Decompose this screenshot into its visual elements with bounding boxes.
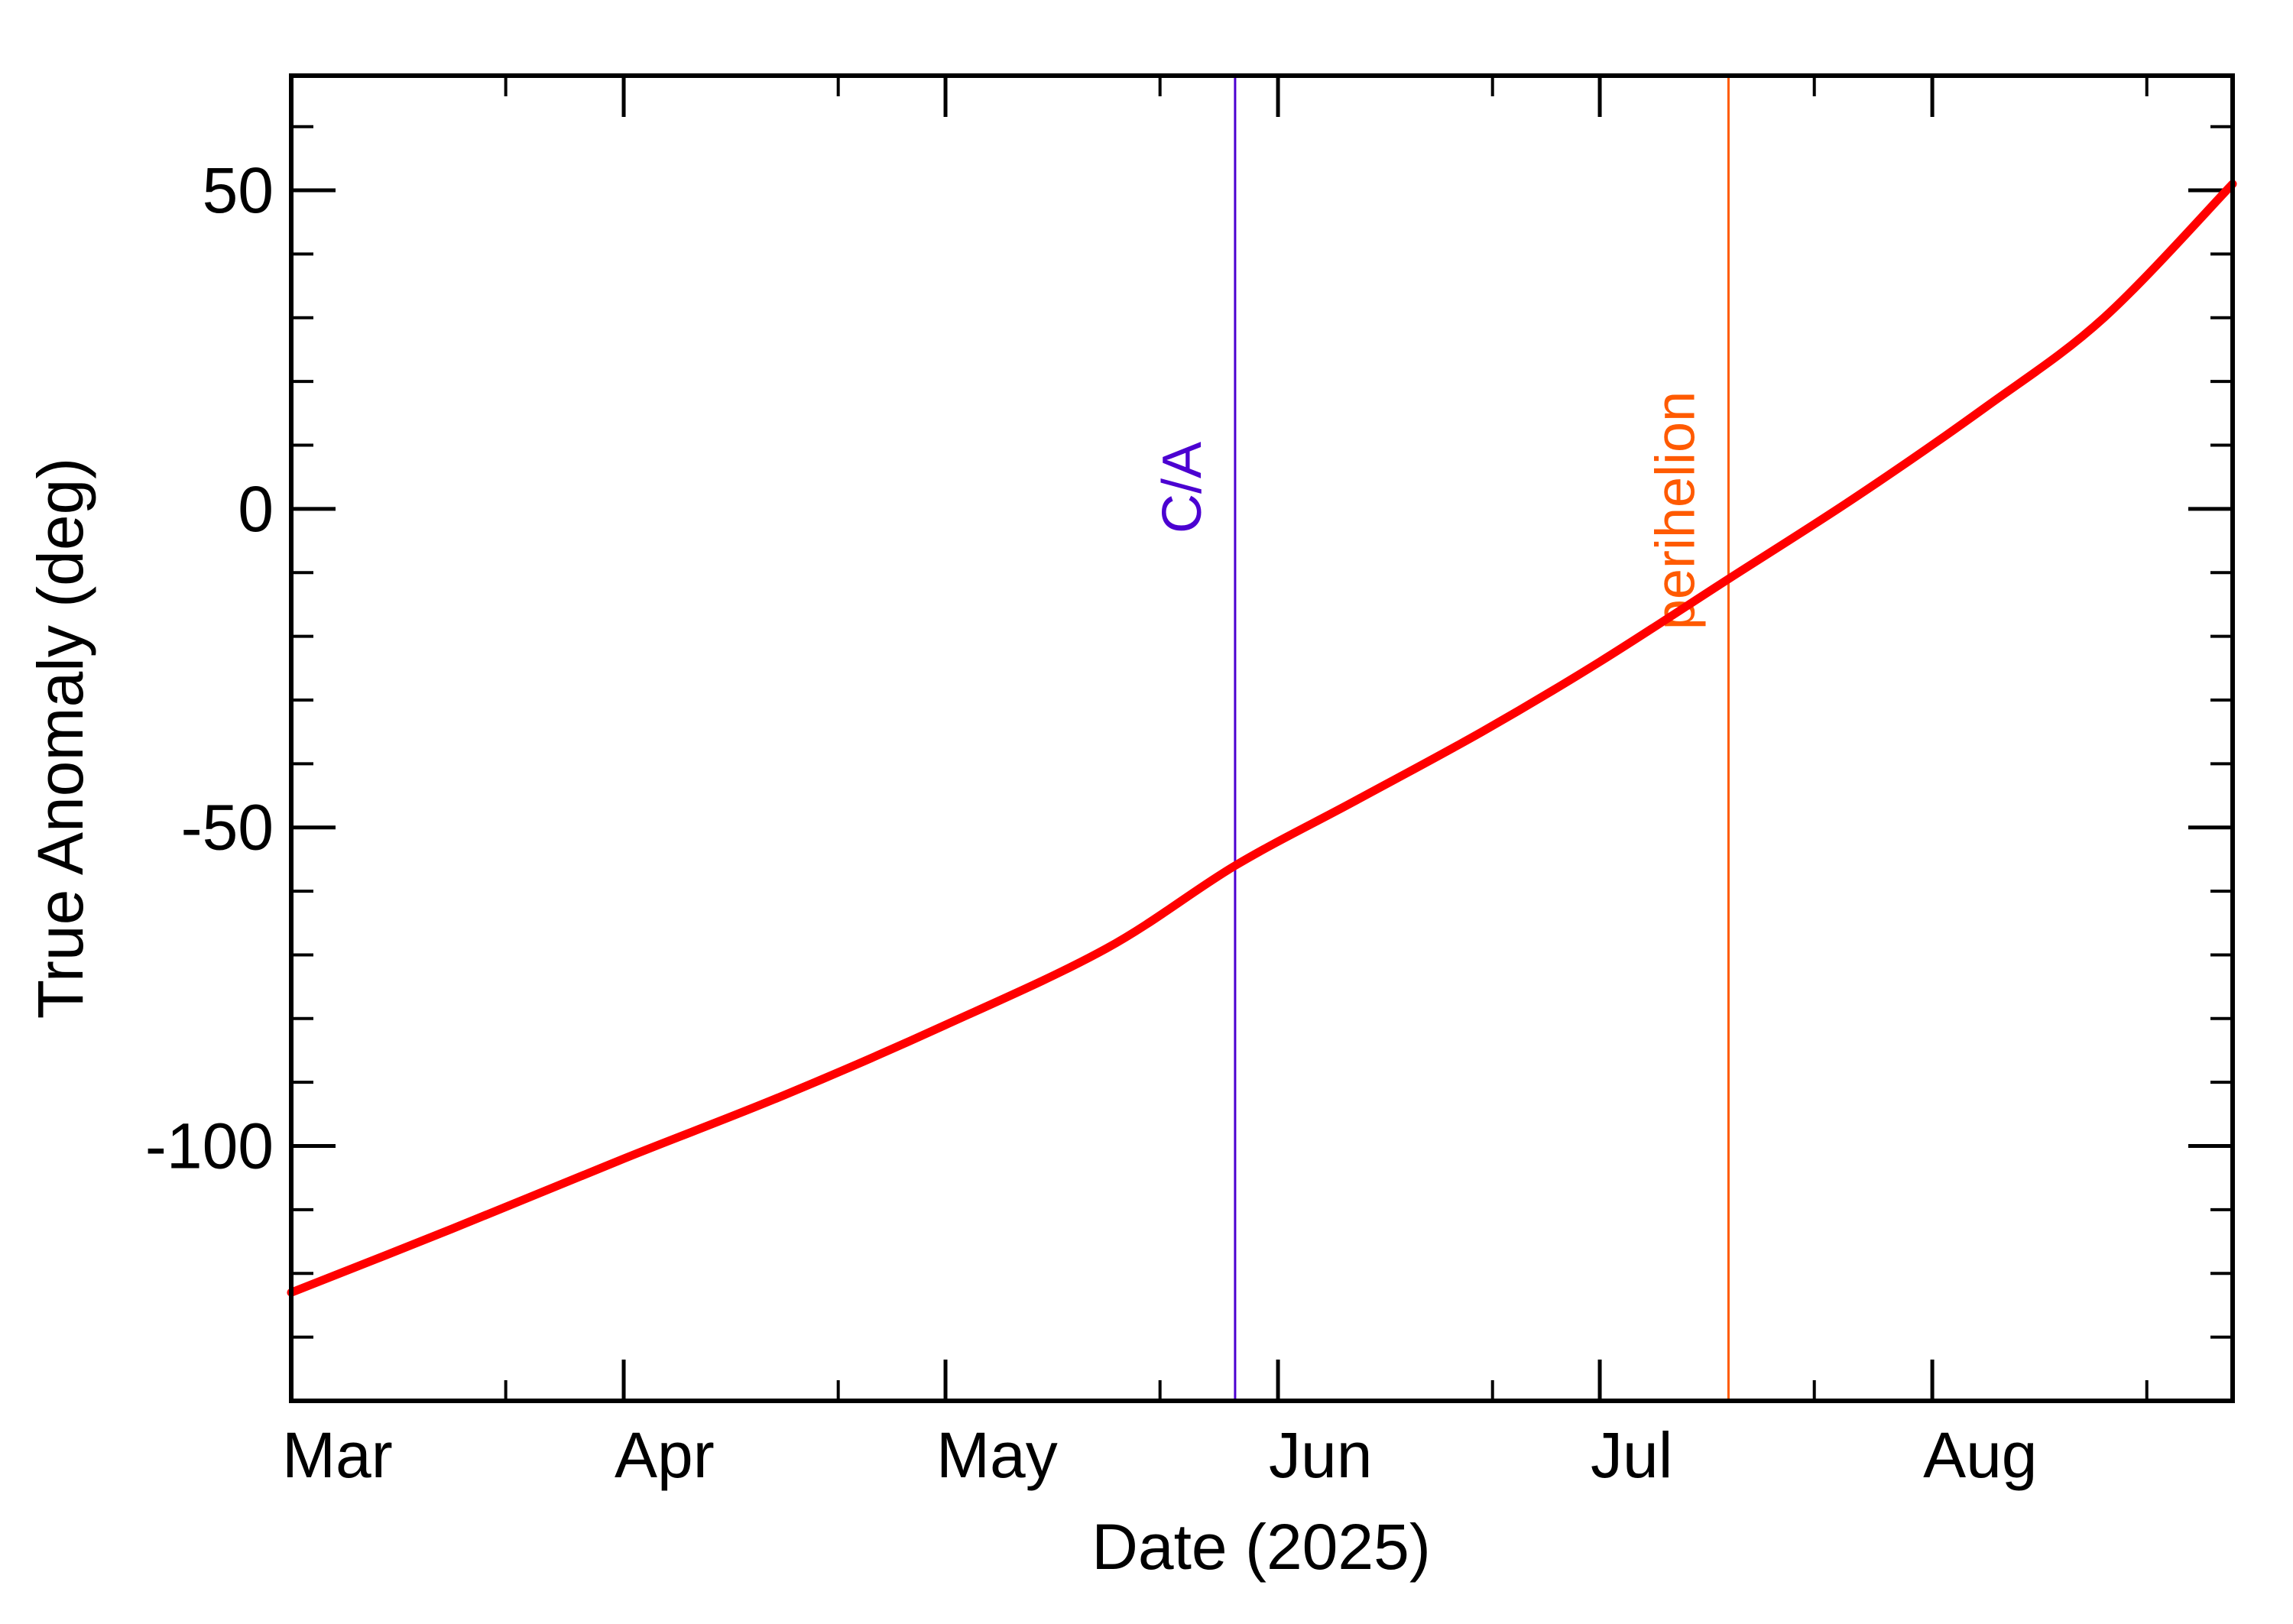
- x-tick-label: May: [936, 1419, 1058, 1491]
- x-tick-label: Jul: [1591, 1419, 1672, 1491]
- x-tick-label: Jun: [1269, 1419, 1372, 1491]
- y-tick-label: -100: [145, 1110, 274, 1182]
- x-tick-label: Mar: [282, 1419, 393, 1491]
- annotation-lines: C/A perihelion: [1152, 76, 1730, 1401]
- x-axis-label: Date (2025): [1091, 1511, 1431, 1583]
- x-tick-label: Apr: [615, 1419, 715, 1491]
- y-tick-label: 0: [238, 473, 274, 545]
- y-axis-label: True Anomaly (deg): [24, 458, 96, 1019]
- true-anomaly-series-line: [287, 180, 2237, 1297]
- y-tick-label: 50: [203, 154, 274, 226]
- x-tick-label: Aug: [1923, 1419, 2037, 1491]
- series-layer: [287, 180, 2237, 1297]
- axis-ticks: [289, 76, 2233, 1402]
- x-tick-labels: Mar Apr May Jun Jul Aug: [282, 1419, 2038, 1491]
- annotation-label: C/A: [1152, 442, 1213, 533]
- annotation-label: perihelion: [1645, 391, 1706, 630]
- y-tick-label: -50: [181, 792, 274, 864]
- y-tick-labels: -100 -50 0 50: [145, 154, 274, 1182]
- plot-frame: [289, 73, 2235, 1403]
